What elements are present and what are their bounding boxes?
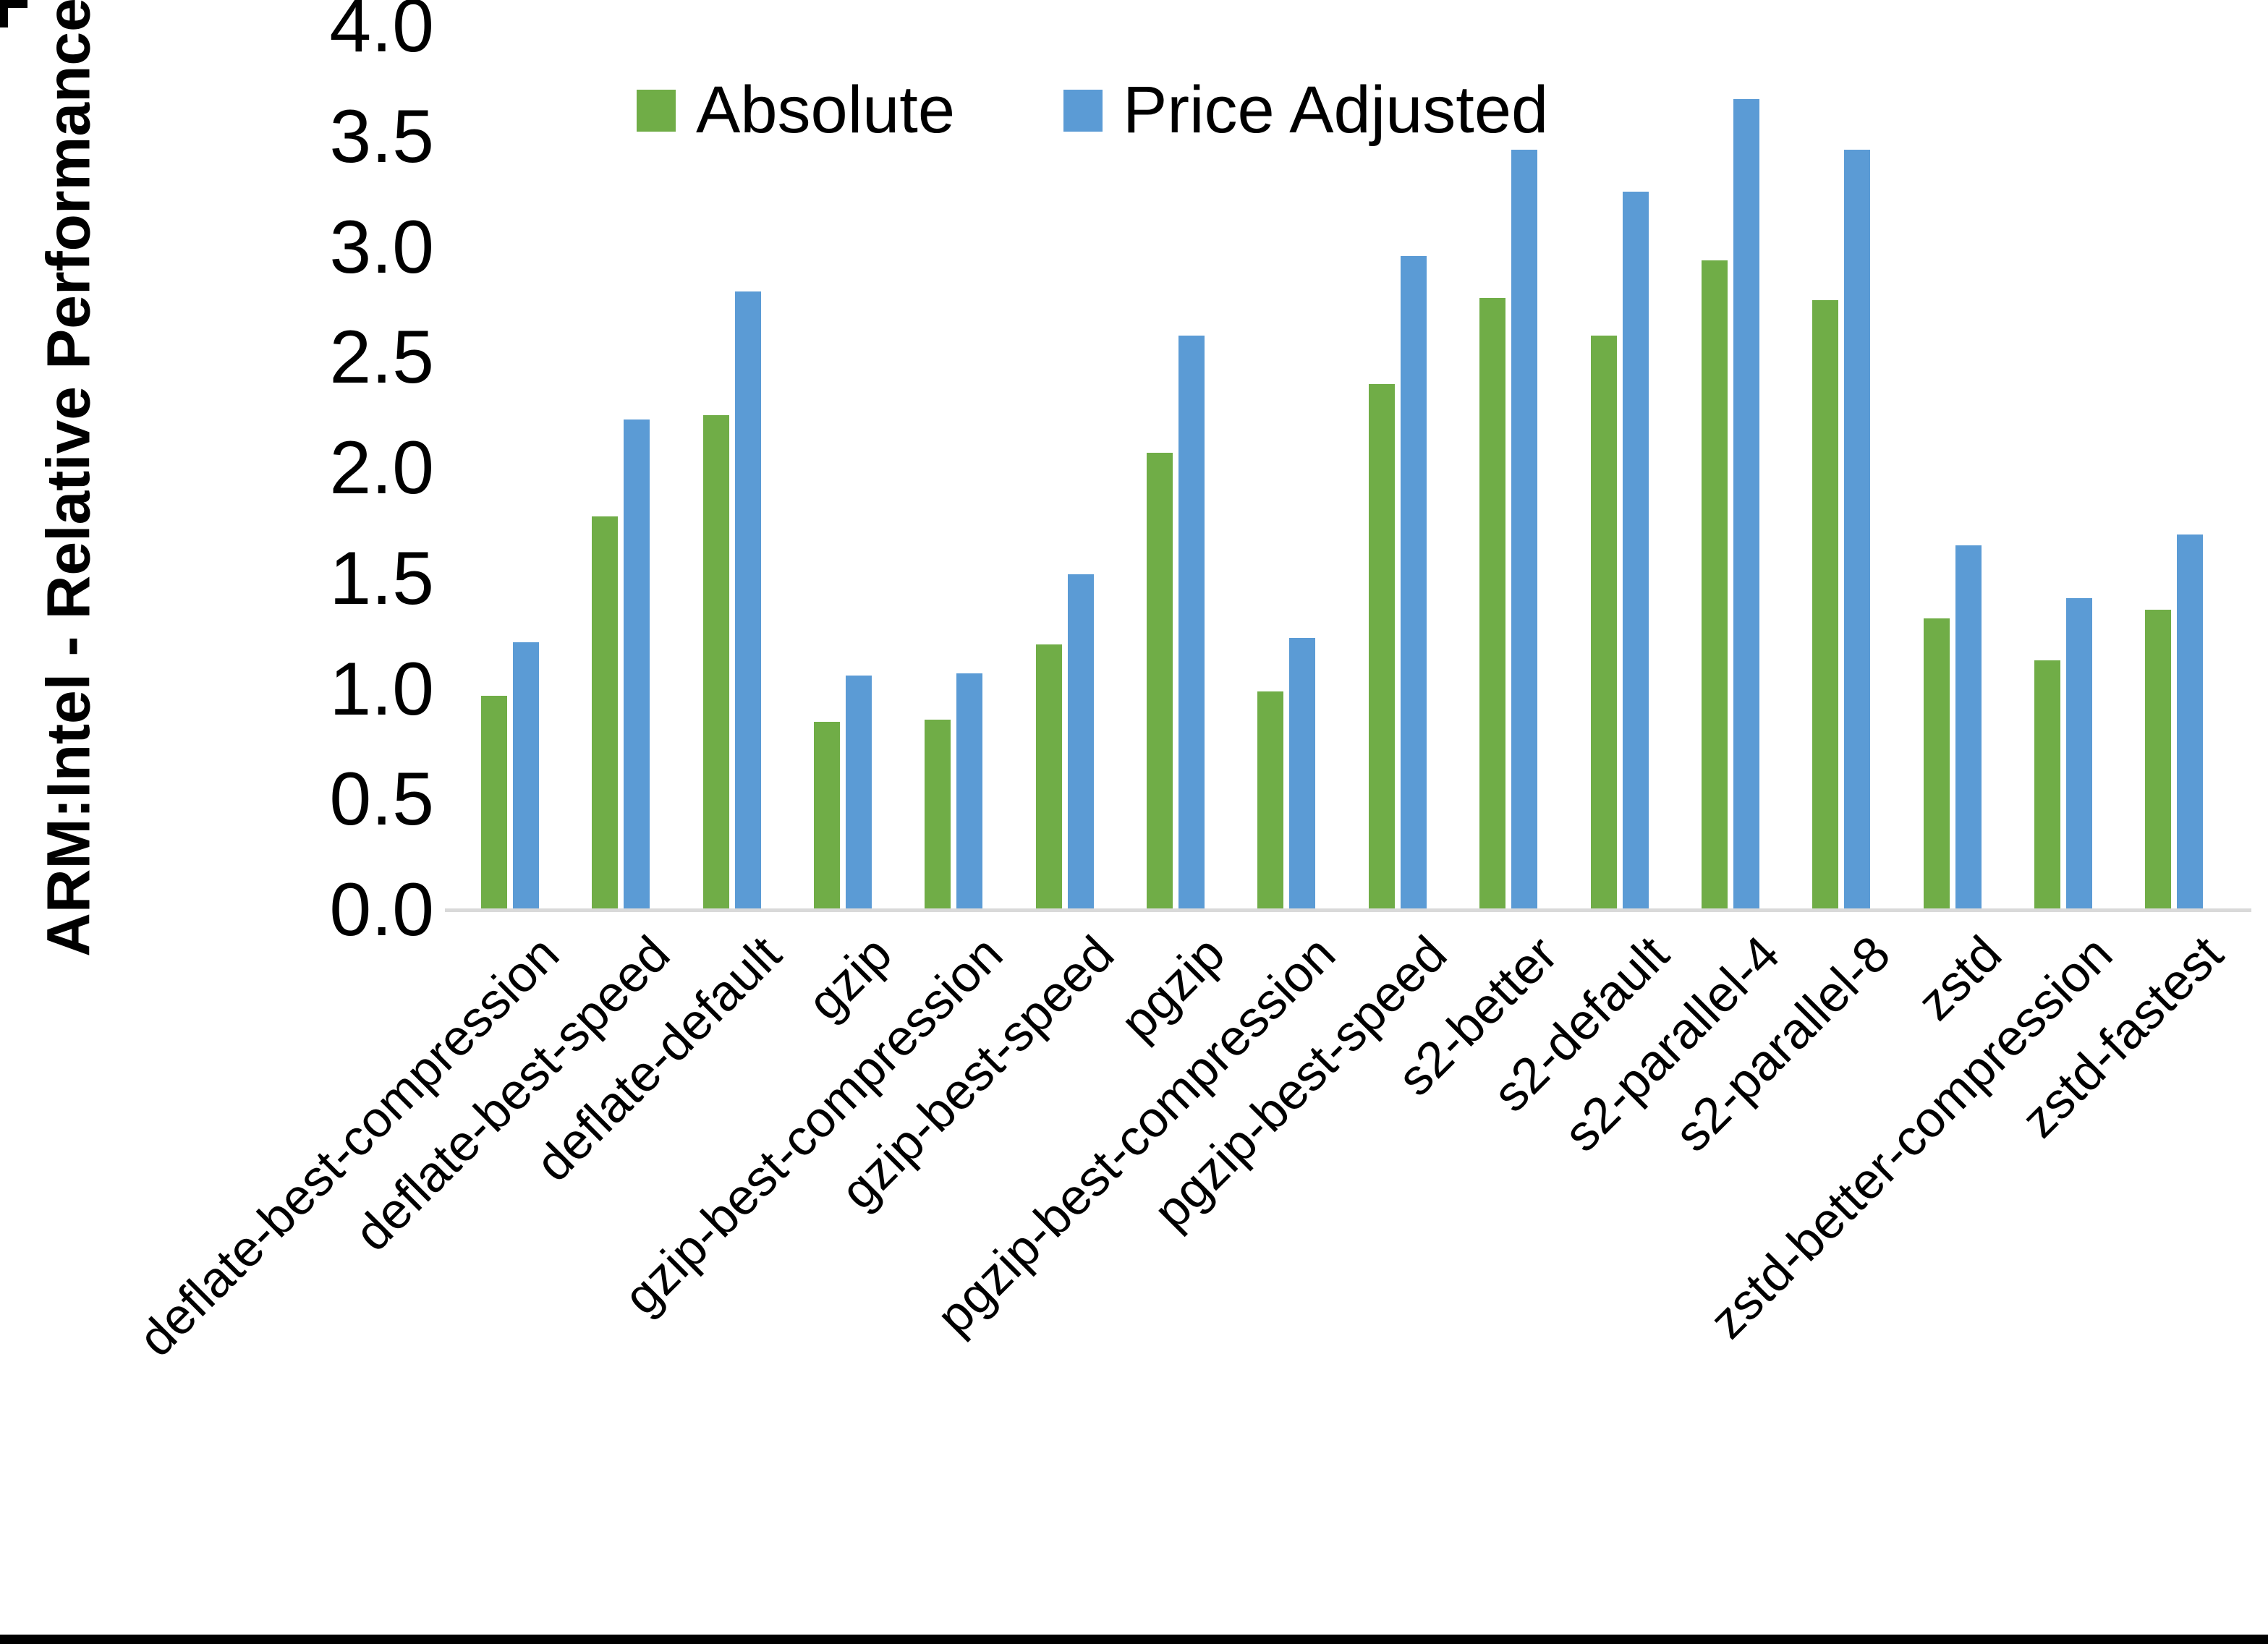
y-tick-label: 0.5 [329, 757, 434, 841]
legend-swatch-icon [637, 89, 676, 132]
bar-price-adjusted-s2-default [1623, 192, 1649, 910]
top-left-corner-mark [0, 0, 27, 8]
y-tick-label: 1.0 [329, 647, 434, 731]
y-tick-label: 4.0 [329, 0, 434, 68]
bar-price-adjusted-deflate-default [735, 291, 761, 910]
legend-swatch-icon [1063, 89, 1103, 132]
bar-absolute-zstd-better-compression [2034, 660, 2060, 910]
y-axis-title: ARM:Intel - Relative Performance [34, 0, 103, 957]
legend-label: Absolute [696, 73, 956, 147]
legend-item-price-adjusted: Price Adjusted [1063, 72, 1548, 148]
bar-absolute-s2-better [1479, 298, 1505, 910]
bar-price-adjusted-deflate-best-compression [513, 642, 539, 910]
y-tick-label: 2.0 [329, 426, 434, 510]
bar-price-adjusted-s2-parallel-4 [1733, 99, 1759, 910]
bar-absolute-deflate-best-speed [592, 516, 618, 910]
legend-item-absolute: Absolute [637, 72, 955, 148]
y-tick-label: 0.0 [329, 868, 434, 952]
bar-absolute-deflate-best-compression [481, 696, 507, 910]
bar-price-adjusted-pgzip [1178, 336, 1205, 910]
bar-price-adjusted-gzip [846, 676, 872, 910]
bar-price-adjusted-zstd-fastest [2177, 534, 2203, 910]
legend: Absolute Price Adjusted [637, 72, 1548, 148]
bar-price-adjusted-gzip-best-speed [1068, 574, 1094, 910]
y-tick-label: 3.0 [329, 205, 434, 289]
bar-price-adjusted-gzip-best-compression [956, 673, 982, 910]
y-tick-label: 2.5 [329, 315, 434, 399]
bar-absolute-pgzip-best-compression [1257, 691, 1283, 910]
bar-price-adjusted-pgzip-best-speed [1401, 256, 1427, 910]
bottom-border [0, 1635, 2268, 1644]
bar-absolute-gzip [814, 722, 840, 910]
bar-absolute-pgzip-best-speed [1369, 384, 1395, 910]
y-tick-label: 1.5 [329, 537, 434, 621]
top-left-corner-mark [0, 0, 8, 27]
bar-absolute-deflate-default [703, 415, 729, 910]
bar-absolute-s2-parallel-4 [1702, 260, 1728, 910]
bar-price-adjusted-s2-parallel-8 [1844, 150, 1870, 910]
bar-price-adjusted-deflate-best-speed [624, 419, 650, 910]
bar-absolute-s2-default [1591, 336, 1617, 910]
bar-absolute-zstd-fastest [2145, 610, 2171, 910]
bar-absolute-pgzip [1147, 453, 1173, 910]
bar-absolute-s2-parallel-8 [1812, 300, 1838, 910]
bar-absolute-gzip-best-compression [925, 720, 951, 910]
bar-price-adjusted-s2-better [1511, 150, 1537, 910]
bar-price-adjusted-zstd-better-compression [2066, 598, 2092, 910]
y-tick-label: 3.5 [329, 95, 434, 179]
x-tick-label: deflate-best-compression [127, 925, 570, 1368]
x-tick-label: deflate-best-speed [344, 925, 681, 1262]
legend-label: Price Adjusted [1123, 73, 1549, 147]
bar-price-adjusted-zstd [1955, 545, 1982, 910]
bar-absolute-zstd [1924, 618, 1950, 910]
bar-absolute-gzip-best-speed [1036, 644, 1062, 910]
bar-price-adjusted-pgzip-best-compression [1289, 638, 1315, 910]
x-axis-line [445, 908, 2251, 912]
